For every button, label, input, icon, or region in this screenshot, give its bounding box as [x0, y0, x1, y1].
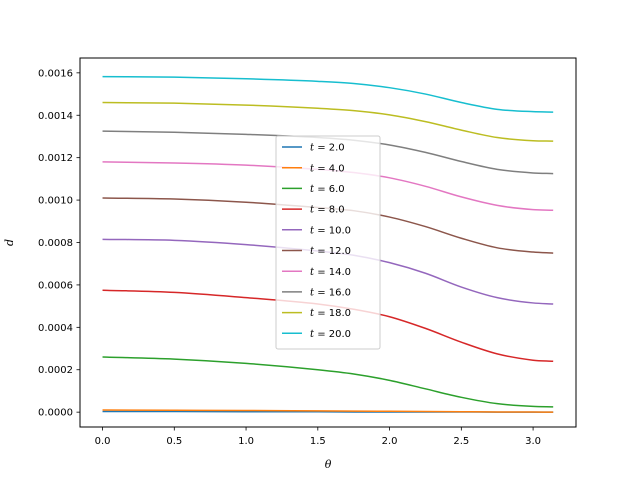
- legend-entry: t = 18.0: [310, 308, 351, 319]
- legend-entry-variable: t: [310, 163, 315, 174]
- legend-entry-variable: t: [310, 184, 315, 195]
- legend-entry-value: = 18.0: [314, 308, 351, 319]
- legend-entry-variable: t: [310, 143, 315, 154]
- legend-entry-value: = 6.0: [314, 184, 345, 195]
- legend-entry-variable: t: [310, 246, 315, 257]
- legend-entry: t = 16.0: [310, 288, 351, 299]
- legend-entry: t = 2.0: [310, 143, 345, 154]
- legend-entry-value: = 12.0: [314, 246, 351, 257]
- legend-entry-variable: t: [310, 267, 315, 278]
- series-line-9: [102, 101, 554, 142]
- legend-entry-variable: t: [310, 308, 315, 319]
- x-tick-label: 1.0: [238, 436, 254, 447]
- y-axis-label: d: [3, 239, 16, 246]
- legend-entry: t = 14.0: [310, 267, 351, 278]
- series-line-8: [102, 130, 554, 175]
- legend-entry-value: = 8.0: [314, 205, 345, 216]
- legend-entry-value: = 10.0: [314, 225, 351, 236]
- x-tick-label: 3.0: [525, 436, 541, 447]
- series-line-5: [102, 238, 554, 305]
- series-line-7: [102, 161, 554, 212]
- legend-entry-variable: t: [310, 225, 315, 236]
- legend-entry: t = 6.0: [310, 184, 345, 195]
- x-axis: 0.0 0.5 1.0 1.5 2.0 2.5 3.0: [95, 427, 541, 447]
- y-tick-label: 0.0004: [38, 323, 73, 334]
- y-tick-label: 0.0012: [38, 153, 73, 164]
- y-tick-label: 0.0000: [38, 408, 73, 419]
- y-tick-label: 0.0006: [38, 280, 73, 291]
- legend-entry-value: = 16.0: [314, 288, 351, 299]
- legend-entry-value: = 20.0: [314, 329, 351, 340]
- legend: t = 2.0t = 4.0t = 6.0t = 8.0t = 10.0t = …: [275, 135, 381, 350]
- x-tick-label: 2.5: [453, 436, 469, 447]
- x-tick-label: 0.0: [95, 436, 111, 447]
- series-line-3: [102, 356, 554, 408]
- legend-box: [275, 135, 381, 350]
- y-tick-label: 0.0016: [38, 68, 73, 79]
- legend-entry: t = 20.0: [310, 329, 351, 340]
- legend-entry: t = 12.0: [310, 246, 351, 257]
- series-line-10: [102, 75, 554, 113]
- legend-entry-value: = 2.0: [314, 143, 345, 154]
- y-axis: 0.0000 0.0002 0.0004 0.0006 0.0008 0.0010 0.00…: [38, 68, 80, 419]
- y-tick-label: 0.0014: [38, 111, 73, 122]
- y-tick-label: 0.0008: [38, 238, 73, 249]
- legend-entry-value: = 4.0: [314, 163, 345, 174]
- series-line-4: [102, 289, 554, 363]
- x-tick-label: 2.0: [382, 436, 398, 447]
- x-axis-label: θ: [325, 458, 332, 471]
- series-line-2: [102, 409, 554, 413]
- legend-entry-variable: t: [310, 288, 315, 299]
- legend-entry: t = 10.0: [310, 225, 351, 236]
- x-tick-label: 0.5: [166, 436, 182, 447]
- legend-entry-variable: t: [310, 329, 315, 340]
- x-tick-label: 1.5: [310, 436, 326, 447]
- y-tick-label: 0.0010: [38, 196, 73, 207]
- series-line-6: [102, 197, 554, 254]
- y-tick-label: 0.0002: [38, 365, 73, 376]
- legend-entry: t = 4.0: [310, 163, 345, 174]
- legend-entry-value: = 14.0: [314, 267, 351, 278]
- legend-entry: t = 8.0: [310, 205, 345, 216]
- legend-entry-variable: t: [310, 205, 315, 216]
- series-layer: [102, 75, 554, 413]
